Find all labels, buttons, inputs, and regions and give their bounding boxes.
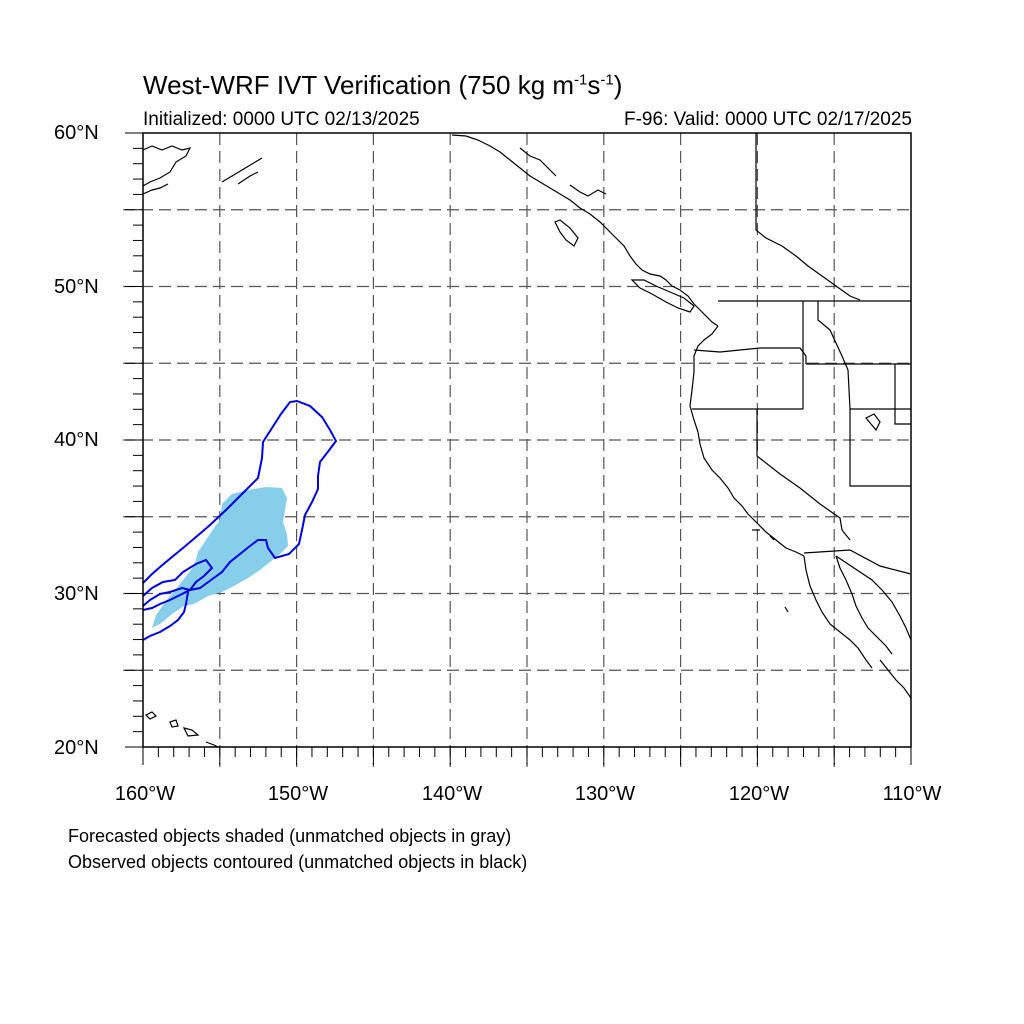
valid-time: F-96: Valid: 0000 UTC 02/17/2025 bbox=[624, 109, 912, 130]
lon-label-130w: 130°W bbox=[574, 783, 636, 805]
axis-ticks bbox=[125, 132, 912, 765]
lat-label-30n: 30°N bbox=[54, 583, 99, 605]
lat-label-40n: 40°N bbox=[54, 429, 99, 451]
lat-label-50n: 50°N bbox=[54, 276, 99, 298]
lon-label-120w: 120°W bbox=[728, 783, 790, 805]
lon-label-110w: 110°W bbox=[882, 783, 942, 805]
lon-label-150w: 150°W bbox=[267, 783, 329, 805]
grid-lines bbox=[123, 133, 911, 767]
legend-note-forecast: Forecasted objects shaded (unmatched obj… bbox=[68, 826, 512, 846]
initialized-time: Initialized: 0000 UTC 02/13/2025 bbox=[143, 109, 420, 130]
lon-label-140w: 140°W bbox=[421, 783, 483, 805]
legend-note-observed: Observed objects contoured (unmatched ob… bbox=[68, 852, 528, 872]
lat-label-60n: 60°N bbox=[54, 122, 99, 144]
lon-label-160w: 160°W bbox=[114, 783, 176, 805]
observed-object-contour bbox=[143, 399, 338, 641]
plot-frame bbox=[142, 132, 912, 748]
lat-label-20n: 20°N bbox=[54, 737, 99, 759]
coastlines-and-borders bbox=[143, 133, 911, 747]
map-title: West-WRF IVT Verification (750 kg m-1s-1… bbox=[143, 70, 623, 100]
